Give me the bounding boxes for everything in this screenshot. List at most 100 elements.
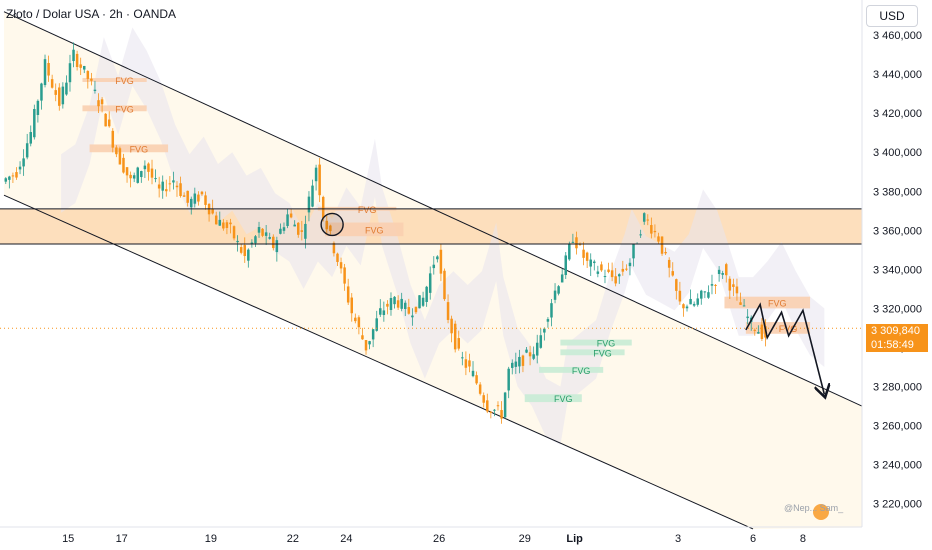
fvg-bear-box-1: [82, 78, 147, 82]
candle-body: [657, 236, 660, 242]
candle-109: [389, 292, 393, 316]
candle-body: [275, 240, 279, 253]
y-tick-10: 3 280,000: [873, 381, 922, 393]
candle-body: [68, 63, 72, 83]
candle-24: [86, 70, 90, 89]
candle-166: [593, 259, 596, 271]
candle-18: [65, 75, 68, 96]
candle-198: [707, 285, 710, 299]
fvg-bull-box-4: [524, 394, 582, 403]
candle-51: [182, 192, 186, 197]
candle-body: [65, 82, 68, 95]
candle-17: [61, 82, 65, 109]
candle-180: [642, 212, 646, 225]
candle-61: [218, 211, 222, 226]
candle-137: [489, 410, 493, 419]
candle-body: [585, 252, 589, 261]
fvg-bull-box-3: [539, 366, 604, 373]
candle-28: [100, 97, 104, 113]
candle-64: [229, 218, 232, 234]
candle-89: [318, 157, 321, 203]
candle-body: [22, 158, 25, 167]
candle-body: [703, 291, 707, 293]
candle-body: [614, 276, 617, 284]
candle-158: [564, 251, 567, 279]
candle-139: [496, 401, 500, 411]
y-tick-13: 3 220,000: [873, 499, 922, 511]
candle-16: [58, 83, 61, 111]
candle-204: [728, 276, 732, 300]
candle-72: [257, 221, 261, 238]
candle-79: [282, 222, 286, 234]
candle-body: [261, 228, 264, 236]
currency-button[interactable]: USD: [866, 5, 918, 27]
candle-38: [136, 166, 139, 184]
candle-148: [528, 345, 532, 366]
candle-body: [264, 232, 268, 236]
candle-body: [272, 236, 275, 249]
candle-161: [575, 231, 578, 255]
candle-body: [150, 168, 154, 178]
channel-lower-line: [3, 194, 754, 530]
fvg-bear-label-4: FVG: [358, 205, 377, 215]
candle-40: [143, 160, 147, 179]
candle-101: [361, 327, 364, 340]
candle-body: [72, 49, 75, 62]
candle-body: [136, 167, 139, 183]
candle-body: [40, 83, 43, 101]
candle-body: [457, 338, 460, 349]
candle-body: [514, 361, 518, 367]
candle-body: [496, 405, 500, 407]
candle-body: [125, 167, 129, 176]
fvg-bull-label-3: FVG: [572, 366, 591, 376]
candle-body: [197, 194, 200, 202]
candle-115: [411, 308, 414, 326]
candle-body: [289, 213, 293, 218]
candle-body: [11, 175, 15, 177]
fvg-bear-label-3: FVG: [130, 144, 149, 154]
candle-34: [122, 153, 125, 174]
candle-body: [86, 71, 90, 79]
candle-body: [229, 222, 232, 225]
candle-52: [186, 190, 189, 207]
candle-body: [140, 171, 143, 178]
candle-77: [275, 236, 279, 262]
fvg-bull-label-4: FVG: [554, 394, 573, 404]
candle-183: [653, 224, 657, 238]
candle-body: [443, 270, 446, 300]
bar-countdown: 01:58:49: [871, 339, 914, 351]
candle-body: [204, 195, 207, 205]
candle-125: [446, 294, 450, 324]
fvg-bear-label-2: FVG: [115, 104, 134, 114]
candle-body: [154, 178, 157, 180]
candle-65: [232, 225, 236, 241]
candle-body: [689, 298, 692, 305]
candle-body: [343, 267, 346, 284]
candle-157: [560, 268, 564, 283]
candle-2: [8, 175, 11, 189]
candle-112: [400, 292, 403, 312]
candle-body: [528, 352, 532, 357]
candle-149: [532, 346, 535, 361]
fvg-bear-label-1: FVG: [115, 76, 134, 86]
candle-118: [421, 291, 425, 307]
candle-128: [457, 330, 460, 351]
candle-body: [339, 262, 343, 269]
candle-body: [760, 324, 764, 339]
candle-body: [143, 165, 147, 170]
candle-167: [596, 265, 600, 278]
candle-body: [589, 259, 592, 267]
current-price-tag: 3 309,840 01:58:49: [866, 324, 928, 352]
candle-184: [657, 232, 660, 245]
candle-189: [675, 278, 678, 300]
candle-body: [36, 100, 40, 116]
candle-94: [336, 252, 339, 266]
candle-body: [511, 362, 514, 368]
candle-20: [72, 42, 75, 68]
candle-body: [147, 163, 150, 172]
candle-122: [436, 255, 439, 263]
candle-body: [200, 191, 204, 195]
candle-110: [393, 295, 396, 309]
candle-76: [272, 234, 275, 251]
